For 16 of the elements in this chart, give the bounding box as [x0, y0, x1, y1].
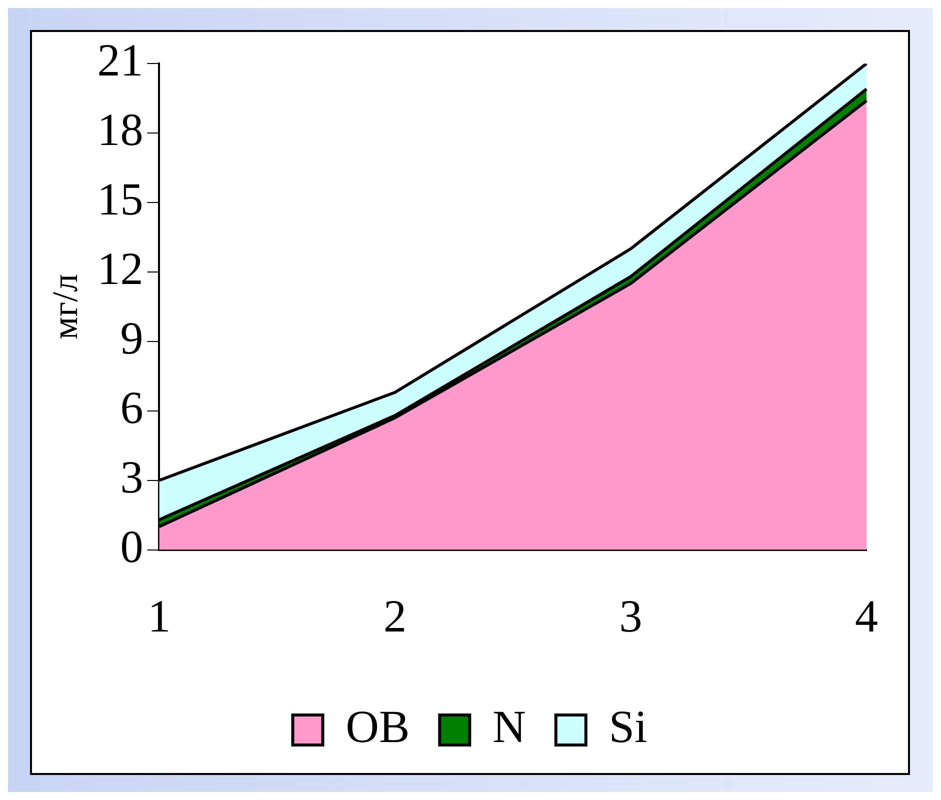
- x-tick-label: 1: [148, 590, 171, 642]
- y-tick-label: 21: [97, 34, 144, 86]
- y-tick-label: 12: [97, 243, 144, 294]
- legend-label: OB: [346, 701, 410, 752]
- y-tick-label: 18: [97, 104, 144, 156]
- legend-label: N: [492, 701, 526, 752]
- x-tick-label: 3: [619, 590, 642, 642]
- y-tick-label: 15: [97, 174, 144, 225]
- y-axis-title: мг/л: [45, 274, 86, 340]
- y-tick-label: 6: [120, 382, 144, 433]
- x-tick-label: 4: [855, 590, 878, 642]
- legend-label: Si: [608, 701, 648, 752]
- y-tick-label: 3: [120, 451, 144, 502]
- y-tick-label: 9: [120, 312, 144, 364]
- y-tick-label: 0: [120, 520, 144, 572]
- x-tick-label: 2: [383, 590, 406, 642]
